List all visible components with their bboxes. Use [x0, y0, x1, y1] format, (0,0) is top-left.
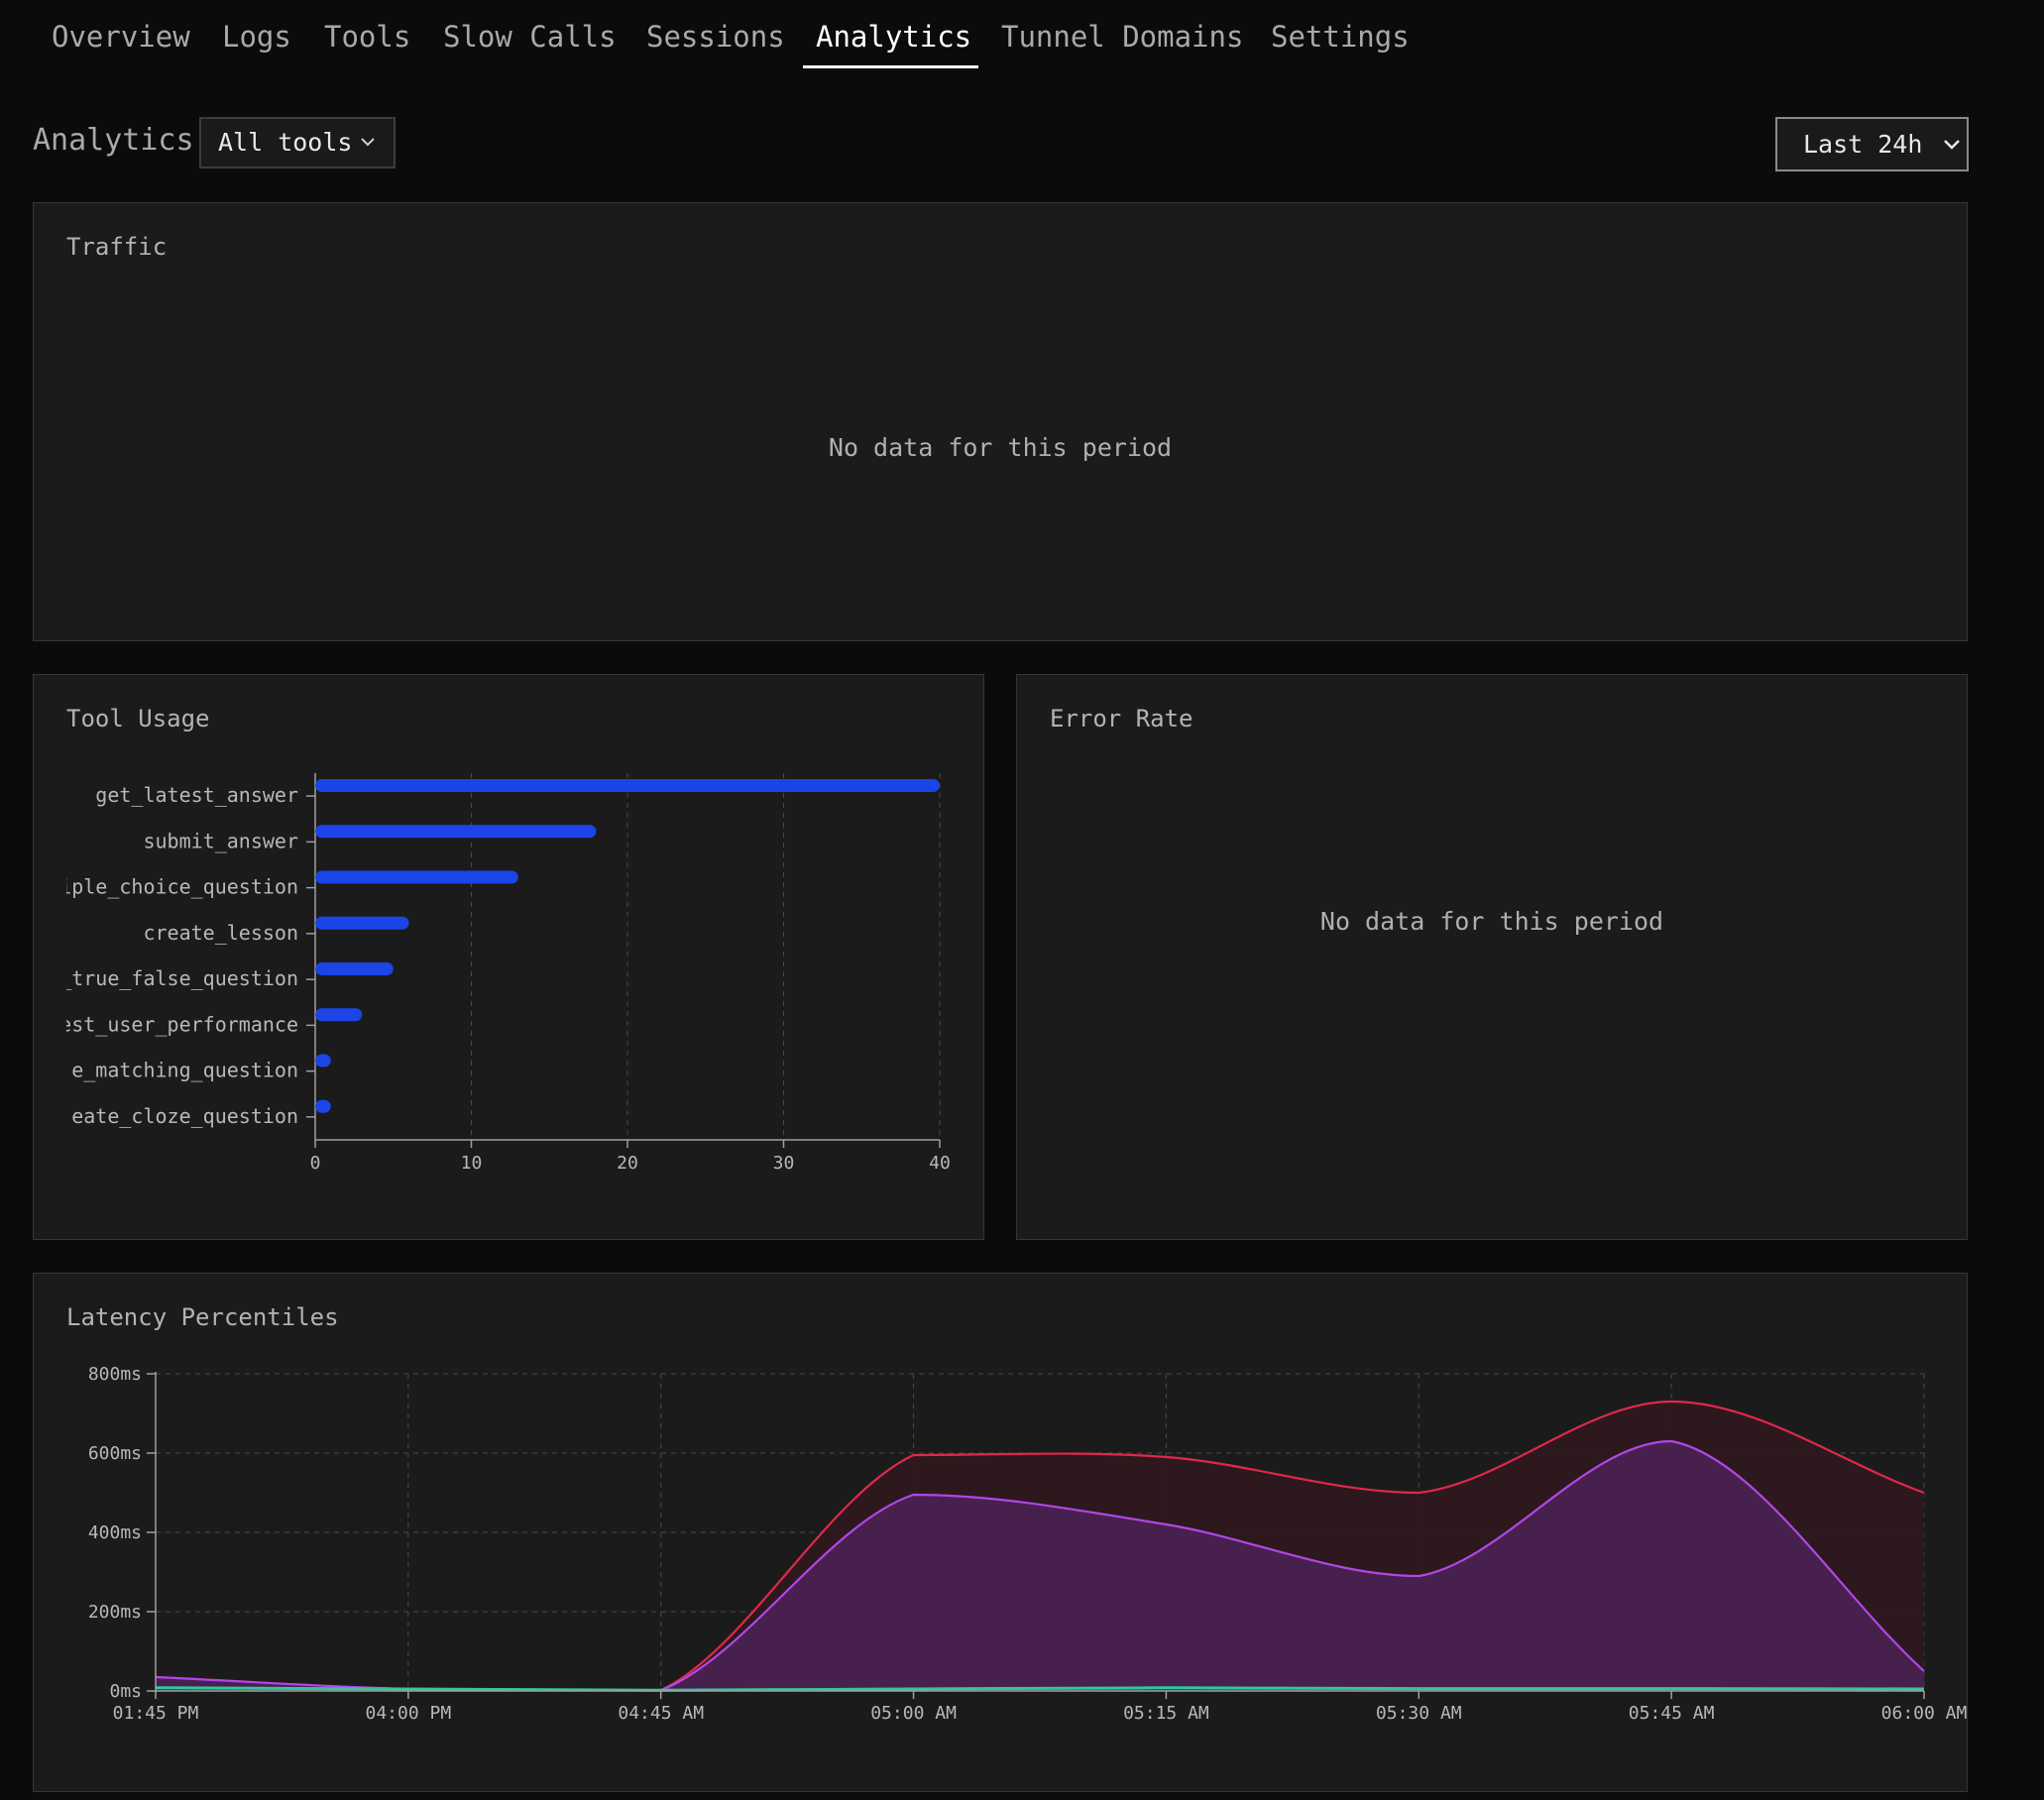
x-tick-label: 05:45 AM	[1629, 1703, 1715, 1724]
x-tick-label: 40	[929, 1153, 951, 1174]
traffic-empty-message: No data for this period	[828, 433, 1173, 462]
error-rate-title: Error Rate	[1050, 705, 1193, 732]
x-tick-label: 01:45 PM	[113, 1703, 199, 1724]
page-title: Analytics	[33, 123, 194, 158]
latency-title: Latency Percentiles	[66, 1303, 339, 1331]
category-label: est_user_performance	[59, 1012, 298, 1036]
y-tick-label: 600ms	[88, 1443, 142, 1464]
category-label: eate_cloze_question	[71, 1104, 298, 1128]
category-label: get_latest_answer	[95, 783, 298, 807]
y-tick-label: 800ms	[88, 1364, 142, 1385]
error-rate-empty-message: No data for this period	[1319, 907, 1664, 936]
latency-panel: Latency Percentiles 0ms 200ms 400ms 600ms 80…	[33, 1273, 1968, 1792]
category-label: create_lesson	[143, 921, 298, 945]
tool-filter-select[interactable]: All tools	[199, 117, 396, 169]
time-range-select[interactable]: Last 24h	[1775, 117, 1969, 171]
category-labels: get_latest_answer submit_answer iple_choic…	[59, 783, 298, 1128]
x-tick-label: 20	[617, 1153, 638, 1174]
tool-usage-bar	[315, 1054, 331, 1068]
tool-usage-bar	[315, 825, 597, 839]
y-tick-label: 0ms	[109, 1681, 142, 1702]
tool-usage-bar	[315, 916, 409, 930]
chevron-down-icon	[361, 138, 375, 147]
tool-usage-bar	[315, 962, 394, 975]
tool-usage-title: Tool Usage	[66, 705, 210, 732]
tool-usage-bar	[315, 779, 940, 792]
tab-sessions[interactable]: Sessions	[646, 20, 785, 54]
tool-usage-chart: 0 10 20 30 40 get_latest_answer submit_answeri…	[59, 773, 951, 1174]
category-label: submit_answer	[143, 829, 298, 852]
x-tick-label: 05:15 AM	[1123, 1703, 1209, 1724]
top-nav: Overview Logs Tools Slow Calls Sessions …	[0, 0, 2044, 71]
traffic-title: Traffic	[66, 233, 168, 261]
p50-line	[155, 1686, 1925, 1692]
p95-area	[156, 1441, 1924, 1691]
traffic-panel: Traffic No data for this period	[33, 202, 1968, 641]
x-tick-label: 30	[773, 1153, 795, 1174]
active-tab-indicator	[803, 65, 978, 68]
latency-chart: 0ms 200ms 400ms 600ms 800ms 01:45 PM 04:00 PM 0…	[88, 1364, 1967, 1724]
x-tick-label: 04:00 PM	[366, 1703, 452, 1724]
x-tick-label: 0	[310, 1153, 321, 1174]
category-label: iple_choice_question	[59, 875, 298, 899]
tab-tunnel-domains[interactable]: Tunnel Domains	[1001, 20, 1244, 54]
tab-settings[interactable]: Settings	[1271, 20, 1410, 54]
tool-usage-bar	[315, 1099, 331, 1113]
y-tick-label: 400ms	[88, 1522, 142, 1543]
tool-usage-bar	[315, 870, 518, 884]
x-tick-label: 10	[461, 1153, 483, 1174]
tab-overview[interactable]: Overview	[52, 20, 190, 54]
chevron-down-icon	[1944, 140, 1960, 150]
category-label: _true_false_question	[59, 966, 298, 990]
tool-usage-bar	[315, 1008, 363, 1022]
x-tick-label: 06:00 AM	[1881, 1703, 1967, 1724]
tab-tools[interactable]: Tools	[324, 20, 411, 54]
x-tick-label: 05:00 AM	[870, 1703, 957, 1724]
y-tick-label: 200ms	[88, 1602, 142, 1623]
category-label: e_matching_question	[71, 1059, 298, 1082]
x-tick-label: 05:30 AM	[1376, 1703, 1462, 1724]
time-range-value: Last 24h	[1803, 130, 1923, 159]
tab-logs[interactable]: Logs	[222, 20, 291, 54]
error-rate-panel: Error Rate No data for this period	[1016, 674, 1968, 1240]
x-tick-label: 04:45 AM	[618, 1703, 704, 1724]
tool-filter-value: All tools	[218, 128, 353, 157]
tab-analytics[interactable]: Analytics	[816, 20, 972, 54]
tab-slow-calls[interactable]: Slow Calls	[443, 20, 617, 54]
